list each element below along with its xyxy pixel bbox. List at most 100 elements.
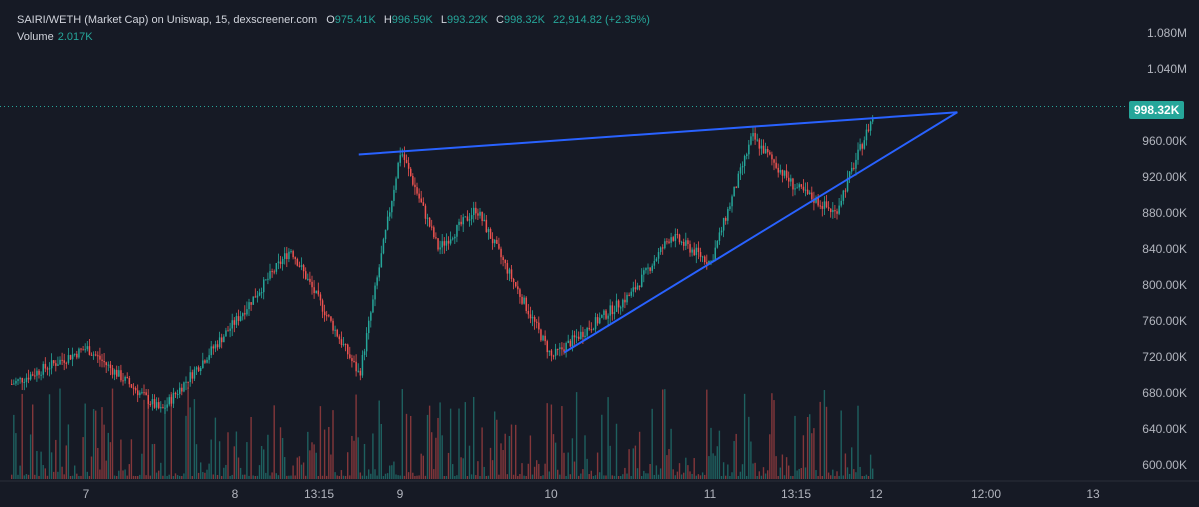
volume-bar	[636, 468, 639, 479]
candle-body	[428, 217, 431, 227]
volume-bar	[84, 403, 86, 479]
volume-bar	[594, 475, 597, 479]
candle-body	[32, 374, 34, 376]
volume-bar	[40, 451, 42, 479]
candle-body	[99, 355, 101, 360]
volume-bar	[613, 475, 616, 479]
volume-bar	[336, 475, 338, 479]
volume-bar	[235, 431, 238, 479]
volume-bar	[349, 475, 351, 479]
volume-bar	[683, 472, 685, 479]
candle-body	[176, 393, 179, 395]
candle-body	[284, 253, 286, 259]
volume-bar	[479, 475, 481, 479]
volume-bar	[689, 471, 691, 479]
volume-bar	[372, 433, 374, 479]
candle-body	[19, 378, 21, 380]
volume-bar	[105, 460, 107, 479]
candle-body	[466, 216, 469, 221]
candle-body	[804, 189, 807, 191]
candle-body	[263, 279, 265, 293]
candle-body	[701, 256, 704, 258]
volume-bar	[710, 427, 712, 479]
candle-body	[168, 397, 170, 405]
volume-bar	[193, 399, 196, 479]
volume-bar	[609, 445, 611, 479]
volume-bar	[588, 474, 590, 479]
volume-bar	[809, 414, 811, 479]
volume-bar	[294, 475, 296, 479]
price-axis-label: 640.00K	[1142, 422, 1187, 436]
candle-body	[838, 205, 840, 214]
volume-bar	[395, 474, 397, 479]
volume-bar	[792, 475, 794, 479]
volume-bar	[653, 474, 655, 479]
candle-body	[181, 387, 183, 392]
volume-bar	[340, 470, 343, 479]
candle-body	[842, 190, 845, 201]
volume-bar	[185, 415, 187, 479]
candle-body	[437, 238, 439, 250]
candle-body	[525, 297, 527, 311]
volume-bar	[445, 475, 448, 479]
candle-body	[155, 402, 158, 408]
volume-bar	[842, 475, 844, 479]
time-axis-label: 11	[703, 487, 717, 501]
volume-bar	[783, 475, 786, 479]
trendline-lower[interactable]	[563, 111, 958, 354]
volume-value: 2.017K	[57, 31, 93, 43]
volume-bar	[819, 401, 821, 479]
time-axis-label: 13:15	[780, 487, 812, 501]
candle-body	[141, 392, 143, 394]
volume-bar	[137, 475, 139, 479]
price-axis-label: 680.00K	[1142, 386, 1187, 400]
volume-bar	[468, 445, 471, 479]
volume-bar	[202, 472, 204, 479]
volume-bar	[559, 474, 561, 479]
candle-body	[294, 257, 296, 259]
candle-body	[399, 155, 401, 163]
volume-bar	[785, 457, 788, 479]
volume-bar	[313, 444, 315, 479]
volume-bar	[44, 468, 46, 479]
candle-body	[332, 320, 334, 331]
volume-bar	[21, 393, 23, 479]
volume-bar	[676, 471, 679, 479]
candle-body	[743, 156, 746, 167]
candle-body	[216, 344, 219, 348]
volume-bar	[460, 457, 462, 479]
volume-bar	[143, 399, 145, 479]
volume-bar	[827, 472, 830, 479]
volume-bar	[701, 472, 704, 479]
candle-body	[25, 377, 28, 383]
volume-bar	[330, 454, 332, 479]
volume-bar	[393, 461, 395, 479]
volume-bar	[643, 470, 645, 479]
ohlc-high-key: H	[383, 14, 392, 26]
volume-bar	[153, 443, 156, 479]
trendline-upper[interactable]	[358, 111, 958, 156]
candle-body	[336, 329, 338, 337]
candle-body	[464, 216, 467, 218]
volume-bar	[263, 449, 265, 479]
volume-bar	[292, 465, 294, 479]
candle-body	[17, 379, 19, 381]
candle-body	[298, 265, 301, 267]
candle-body	[473, 207, 475, 216]
volume-bar	[487, 475, 490, 479]
candle-body	[739, 167, 742, 174]
candle-body	[223, 336, 225, 343]
candle-body	[351, 358, 353, 362]
volume-bar	[815, 470, 817, 479]
candle-body	[788, 177, 790, 182]
chart-title: SAIRI/WETH (Market Cap) on Uniswap, 15, …	[17, 14, 318, 26]
candle-body	[794, 188, 796, 190]
candle-body	[412, 175, 414, 185]
trendlines[interactable]	[358, 111, 958, 354]
candle-body	[601, 314, 603, 318]
candle-body	[630, 291, 632, 296]
candle-body	[662, 247, 664, 249]
volume-bar	[269, 475, 271, 479]
volume-bar	[754, 462, 756, 479]
